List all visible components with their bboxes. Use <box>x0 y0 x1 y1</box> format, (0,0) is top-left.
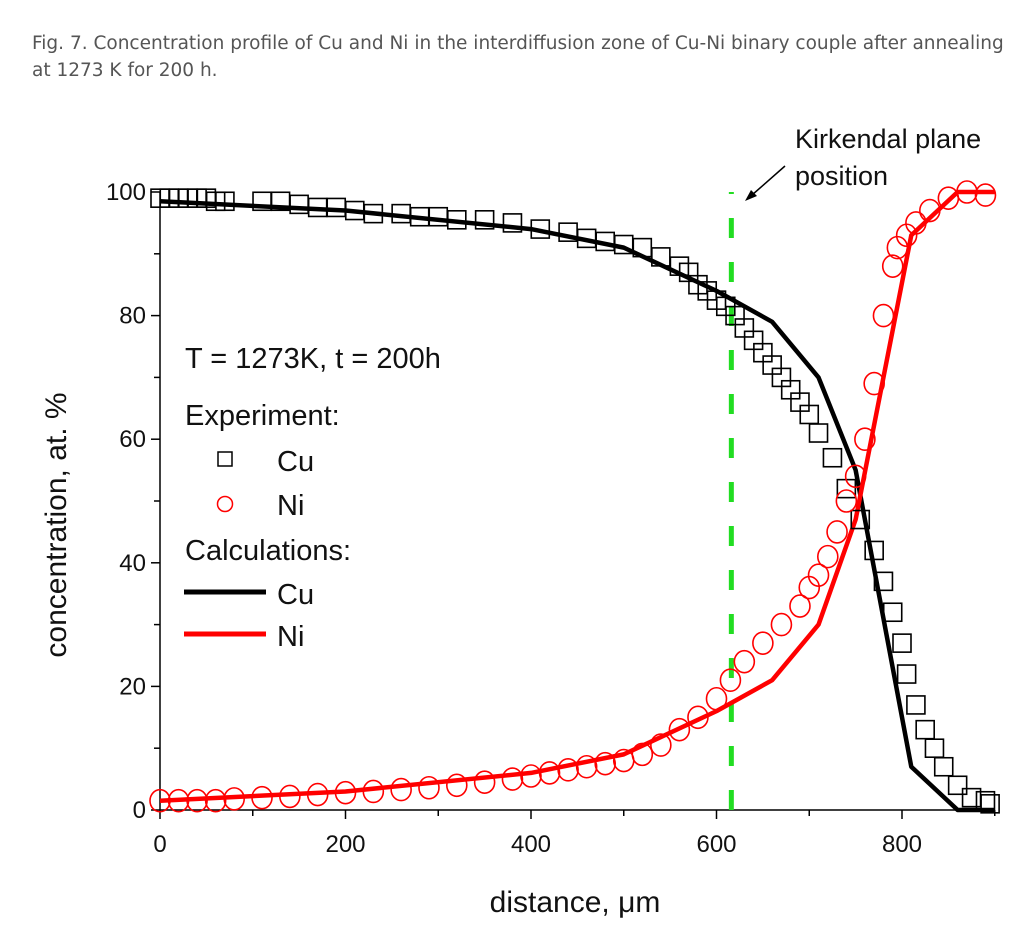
exp-point-ni <box>752 631 774 655</box>
exp-point-ni <box>390 777 412 802</box>
y-tick-label: 60 <box>119 426 146 453</box>
legend-ni-exp-label: Ni <box>277 490 304 522</box>
kirkendall-arrow <box>745 165 786 201</box>
exp-point-cu <box>215 191 235 212</box>
exp-point-ni <box>418 775 440 800</box>
kirkendall-label-line1: Kirkendal plane <box>795 124 981 154</box>
exp-point-ni <box>631 742 654 767</box>
exp-point-ni <box>974 183 997 207</box>
y-axis-label: concentration, at. % <box>40 392 73 657</box>
y-tick-label: 0 <box>133 797 146 824</box>
legend-ni-circle-marker <box>216 495 234 513</box>
exp-point-ni <box>807 563 830 587</box>
kirkendall-label-line2: position <box>795 161 888 191</box>
exp-point-ni <box>705 686 728 711</box>
exp-point-cu <box>446 210 467 230</box>
exp-point-ni <box>881 254 904 278</box>
exp-point-cu <box>530 219 551 239</box>
exp-point-cu <box>363 203 384 224</box>
exp-point-ni <box>816 544 839 569</box>
exp-point-cu <box>882 602 903 623</box>
exp-point-ni <box>520 764 542 788</box>
exp-point-ni <box>306 782 329 807</box>
exp-point-cu <box>873 571 894 592</box>
exp-point-ni <box>149 788 171 813</box>
x-tick-label: 0 <box>153 831 166 858</box>
exp-point-ni <box>538 761 561 785</box>
exp-point-ni <box>362 779 385 804</box>
exp-point-cu <box>915 719 935 740</box>
exp-point-ni <box>826 520 848 544</box>
exp-point-ni <box>719 668 742 693</box>
x-tick-label: 200 <box>325 831 365 858</box>
exp-point-ni <box>687 705 709 730</box>
figure-caption: Fig. 7. Concentration profile of Cu and … <box>32 33 1004 81</box>
condition-annotation: T = 1273K, t = 200h <box>185 343 441 375</box>
x-axis-label: distance, μm <box>490 886 661 919</box>
exp-point-ni <box>557 758 579 782</box>
exp-point-cu <box>924 738 945 759</box>
legend-cu-calc-label: Cu <box>277 579 314 611</box>
exp-point-ni <box>223 787 245 811</box>
exp-point-ni <box>575 754 598 779</box>
x-tick-label: 400 <box>511 831 551 858</box>
exp-point-cu <box>892 633 912 653</box>
exp-point-cu <box>896 664 917 684</box>
exp-point-ni <box>872 303 895 328</box>
exp-point-ni <box>733 649 756 674</box>
legend-cu-square-marker <box>217 451 233 467</box>
exp-point-cu <box>975 790 996 811</box>
exp-point-ni <box>167 788 190 813</box>
exp-point-ni <box>919 198 941 223</box>
exp-point-ni <box>251 785 273 810</box>
exp-point-ni <box>789 594 811 618</box>
exp-point-ni <box>445 773 468 798</box>
calc-line-cu <box>159 199 995 813</box>
exp-point-cu <box>933 756 954 777</box>
exp-point-ni <box>204 788 227 813</box>
axes: 0 200 400 600 800 0 20 40 60 80 100 <box>106 179 996 858</box>
exp-point-ni <box>863 371 885 396</box>
exp-point-ni <box>854 427 876 452</box>
exp-point-cu <box>808 423 829 443</box>
exp-point-cu <box>502 213 523 233</box>
exp-point-cu <box>906 695 926 715</box>
legend-ni-calc-label: Ni <box>277 621 304 653</box>
exp-point-cu <box>850 509 871 530</box>
exp-point-cu <box>428 206 449 227</box>
exp-point-cu <box>947 775 968 796</box>
exp-point-ni <box>668 717 691 742</box>
exp-point-ni <box>334 780 357 805</box>
exp-point-ni <box>594 751 617 776</box>
exp-point-ni <box>186 788 208 813</box>
y-tick-label: 20 <box>119 673 146 700</box>
exp-point-cu <box>864 540 884 561</box>
exp-point-cu <box>474 210 495 230</box>
y-tick-label: 100 <box>106 179 146 206</box>
exp-point-ni <box>835 489 858 513</box>
legend-cu-exp-label: Cu <box>277 446 314 478</box>
exp-point-ni <box>279 784 301 809</box>
y-tick-label: 80 <box>119 303 146 330</box>
exp-point-ni <box>770 612 793 637</box>
exp-point-cu <box>326 197 347 218</box>
exp-point-ni <box>905 211 927 235</box>
legend-experiment-title: Experiment: <box>185 400 340 432</box>
exp-point-ni <box>650 733 672 757</box>
exp-point-ni <box>473 770 496 794</box>
x-tick-label: 800 <box>882 831 922 858</box>
exp-point-ni <box>501 767 524 791</box>
exp-point-ni <box>956 180 978 204</box>
x-tick-label: 600 <box>696 831 736 858</box>
exp-point-cu <box>980 794 1000 814</box>
marks <box>149 180 1000 814</box>
y-tick-label: 40 <box>119 550 146 577</box>
legend-calc-title: Calculations: <box>185 535 351 567</box>
exp-point-cu <box>822 447 843 468</box>
exp-point-ni <box>844 464 867 489</box>
